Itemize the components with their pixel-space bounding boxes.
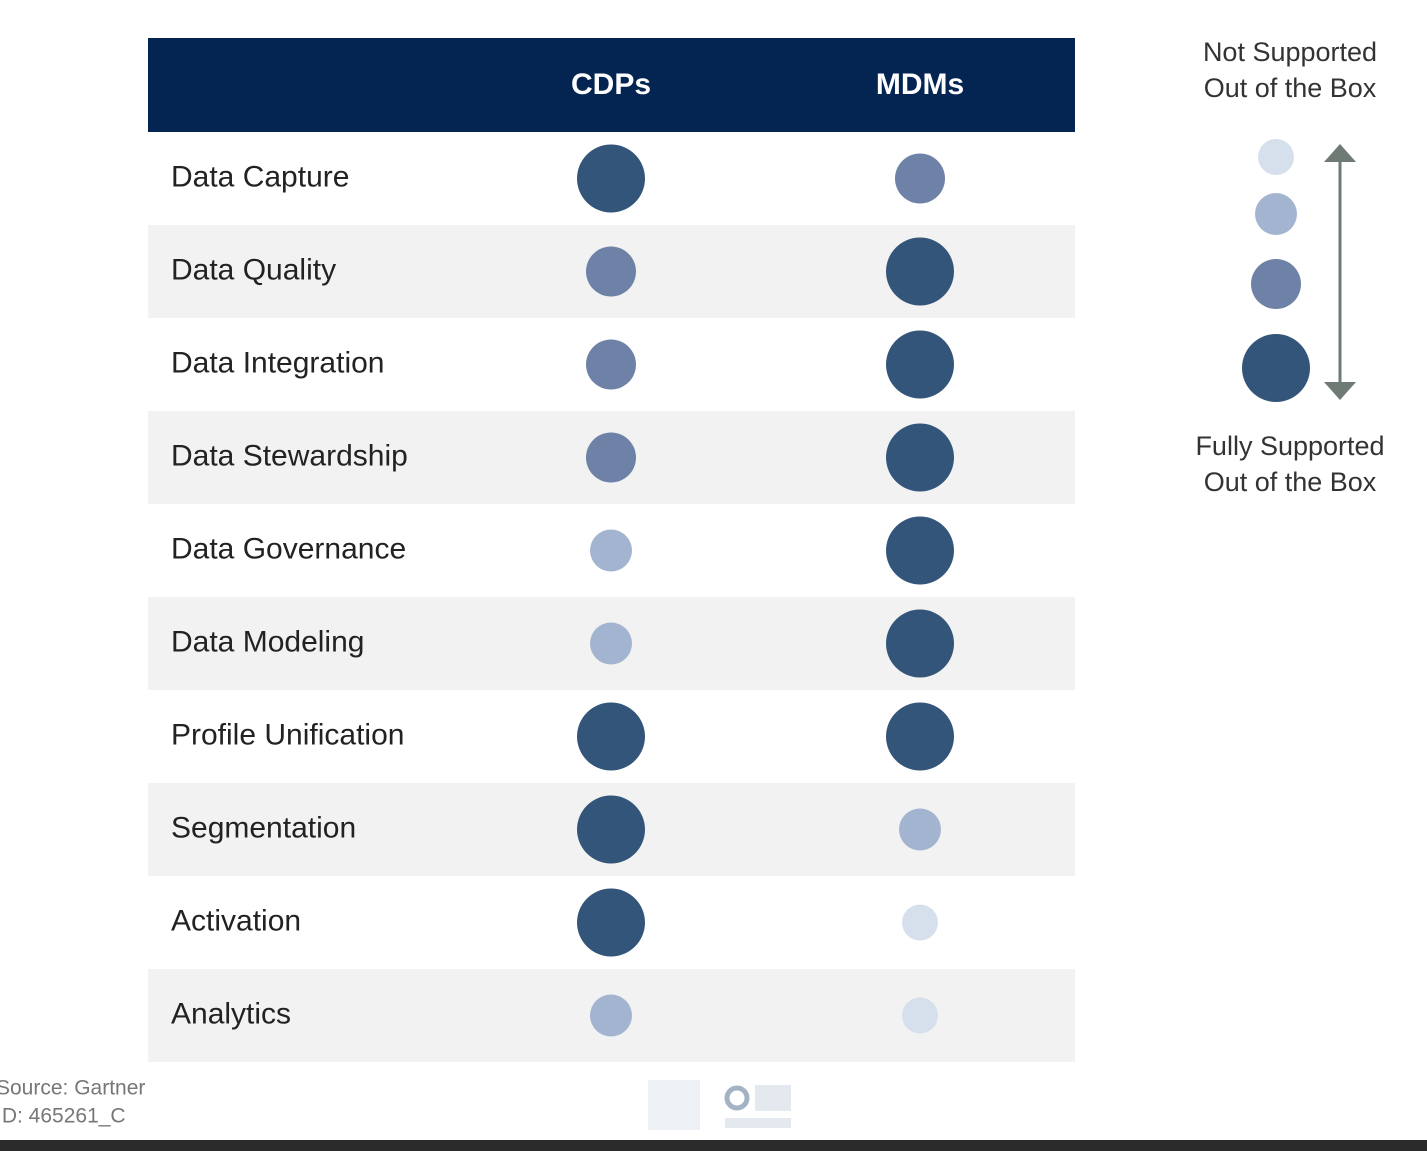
rating-dot <box>577 702 645 771</box>
rating-dot <box>902 904 938 941</box>
row-label: Data Modeling <box>171 625 364 658</box>
legend-dot <box>1242 334 1310 402</box>
row-label: Data Quality <box>171 253 336 286</box>
row-label: Profile Unification <box>171 718 404 751</box>
legend-text: Not Supported <box>1203 37 1377 67</box>
legend-dot <box>1255 193 1297 235</box>
rating-dot <box>586 246 636 297</box>
rating-dot <box>886 237 954 306</box>
rating-dot <box>886 516 954 585</box>
rating-dot <box>899 808 941 851</box>
row-label: Data Capture <box>171 160 349 193</box>
rating-dot <box>577 144 645 213</box>
row-label: Data Governance <box>171 532 406 565</box>
row-label: Data Stewardship <box>171 439 408 472</box>
row-label: Activation <box>171 904 301 937</box>
rating-dot <box>590 994 632 1037</box>
legend-text: Out of the Box <box>1204 73 1377 103</box>
row-label: Segmentation <box>171 811 356 844</box>
rating-dot <box>886 330 954 399</box>
source: Source: Gartner <box>0 1077 145 1100</box>
rating-dot <box>590 622 632 665</box>
legend-text: Fully Supported <box>1195 431 1384 461</box>
doc-id: ID: 465261_C <box>0 1105 126 1128</box>
legend-text: Out of the Box <box>1204 467 1377 497</box>
rating-dot <box>590 529 632 572</box>
rating-dot <box>886 609 954 678</box>
table-header <box>148 38 1075 132</box>
rating-dot <box>886 702 954 771</box>
legend-dot <box>1258 139 1294 175</box>
rating-dot <box>577 888 645 957</box>
rating-dot <box>902 997 938 1034</box>
legend-arrow-head <box>1324 144 1356 162</box>
legend-arrow-head <box>1324 382 1356 400</box>
legend-dot <box>1251 259 1301 309</box>
row-label: Data Integration <box>171 346 384 379</box>
row-label: Analytics <box>171 997 291 1030</box>
rating-dot <box>895 153 945 204</box>
rating-dot <box>577 795 645 864</box>
column-header: CDPs <box>571 68 651 101</box>
logo <box>648 1080 791 1130</box>
rating-dot <box>886 423 954 492</box>
rating-dot <box>586 339 636 390</box>
rating-dot <box>586 432 636 483</box>
column-header: MDMs <box>876 68 964 101</box>
bottom-bar <box>0 1140 1427 1151</box>
